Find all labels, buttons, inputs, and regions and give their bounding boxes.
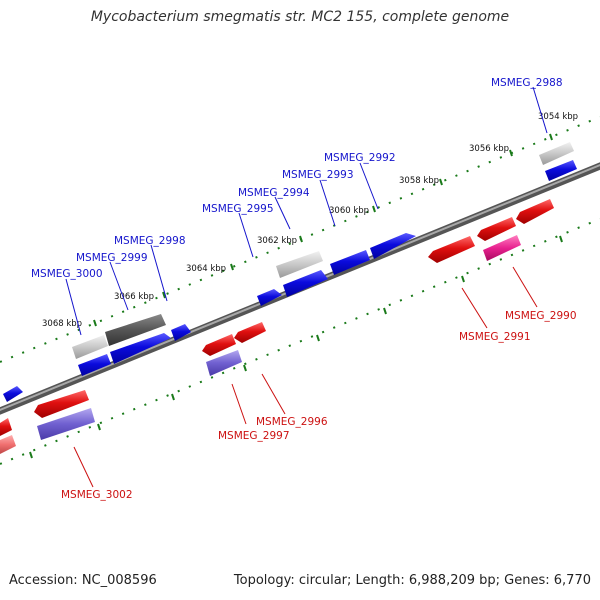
gene-msmeg-2988[interactable]	[545, 160, 577, 181]
tick-label-3056: 3056 kbp	[469, 144, 509, 154]
gene-msmeg-3002[interactable]	[37, 408, 95, 440]
gene-msmeg-2994[interactable]	[276, 251, 323, 278]
tick-label-3062: 3062 kbp	[257, 236, 297, 246]
tick-label-3054: 3054 kbp	[538, 112, 578, 122]
gene-label-msmeg-2990[interactable]: MSMEG_2990	[505, 310, 577, 322]
scale-tick-labels: 3054 kbp 3056 kbp 3058 kbp 3060 kbp 3062…	[42, 112, 578, 329]
gene-msmeg-2992[interactable]	[370, 233, 416, 259]
tick-label-3060: 3060 kbp	[329, 206, 369, 216]
gene-label-msmeg-2993[interactable]: MSMEG_2993	[282, 169, 354, 181]
tick-label-3066: 3066 kbp	[114, 292, 154, 302]
tick-label-3068: 3068 kbp	[42, 319, 82, 329]
page-title: Mycobacterium smegmatis str. MC2 155, co…	[90, 9, 510, 25]
tick-label-3058: 3058 kbp	[399, 176, 439, 186]
reverse-scale-track	[0, 218, 600, 465]
gene-msmeg-2999-pseudo[interactable]	[105, 314, 166, 346]
gene-left-fragment[interactable]	[3, 386, 23, 402]
gene-label-msmeg-2994[interactable]: MSMEG_2994	[238, 187, 310, 199]
gene-red-right-1[interactable]	[516, 199, 554, 224]
gene-msmeg-2993[interactable]	[330, 250, 370, 275]
gene-red-left[interactable]	[34, 390, 89, 418]
gene-msmeg-3000-pseudo[interactable]	[72, 335, 108, 359]
forward-scale-track	[0, 116, 600, 363]
gene-red-left-edge[interactable]	[0, 418, 12, 436]
gene-label-msmeg-2997[interactable]: MSMEG_2997	[218, 430, 290, 442]
forward-leader-lines	[65, 86, 548, 336]
gene-msmeg-2999[interactable]	[110, 333, 171, 364]
gene-msmeg-2988-pseudo[interactable]	[539, 142, 574, 165]
gene-msmeg-2995[interactable]	[283, 270, 328, 297]
accession-text: Accession: NC_008596	[9, 573, 157, 588]
forward-genes	[3, 142, 577, 402]
reverse-gene-labels: MSMEG_2990 MSMEG_2991 MSMEG_2996 MSMEG_2…	[61, 310, 577, 501]
gene-msmeg-3000[interactable]	[78, 354, 111, 376]
gene-label-msmeg-2991[interactable]: MSMEG_2991	[459, 331, 531, 343]
gene-label-msmeg-2995[interactable]: MSMEG_2995	[202, 203, 274, 215]
gene-label-msmeg-2999[interactable]: MSMEG_2999	[76, 252, 148, 264]
gene-label-msmeg-2996[interactable]: MSMEG_2996	[256, 416, 328, 428]
gene-label-msmeg-2992[interactable]: MSMEG_2992	[324, 152, 396, 164]
gene-msmeg-2996b[interactable]	[202, 334, 236, 356]
gene-msmeg-2997[interactable]	[206, 350, 242, 376]
forward-gene-labels: MSMEG_2988 MSMEG_2992 MSMEG_2993 MSMEG_2…	[31, 77, 563, 280]
major-ticks	[29, 133, 563, 459]
reverse-leader-lines	[73, 266, 538, 488]
gene-label-msmeg-3002[interactable]: MSMEG_3002	[61, 489, 133, 501]
gene-msmeg-2991[interactable]	[428, 236, 475, 263]
genome-summary-text: Topology: circular; Length: 6,988,209 bp…	[233, 573, 591, 588]
gene-label-msmeg-2988[interactable]: MSMEG_2988	[491, 77, 563, 89]
reverse-genes	[0, 199, 554, 454]
gene-red-right-2[interactable]	[477, 217, 516, 241]
gene-salmon-left-edge[interactable]	[0, 435, 16, 454]
gene-label-msmeg-2998[interactable]: MSMEG_2998	[114, 235, 186, 247]
gene-msmeg-2998[interactable]	[171, 324, 191, 341]
gene-msmeg-2990[interactable]	[483, 235, 521, 261]
tick-label-3064: 3064 kbp	[186, 264, 226, 274]
gene-msmeg-2995b[interactable]	[257, 289, 282, 306]
gene-msmeg-2996[interactable]	[234, 322, 266, 343]
gene-label-msmeg-3000[interactable]: MSMEG_3000	[31, 268, 103, 280]
